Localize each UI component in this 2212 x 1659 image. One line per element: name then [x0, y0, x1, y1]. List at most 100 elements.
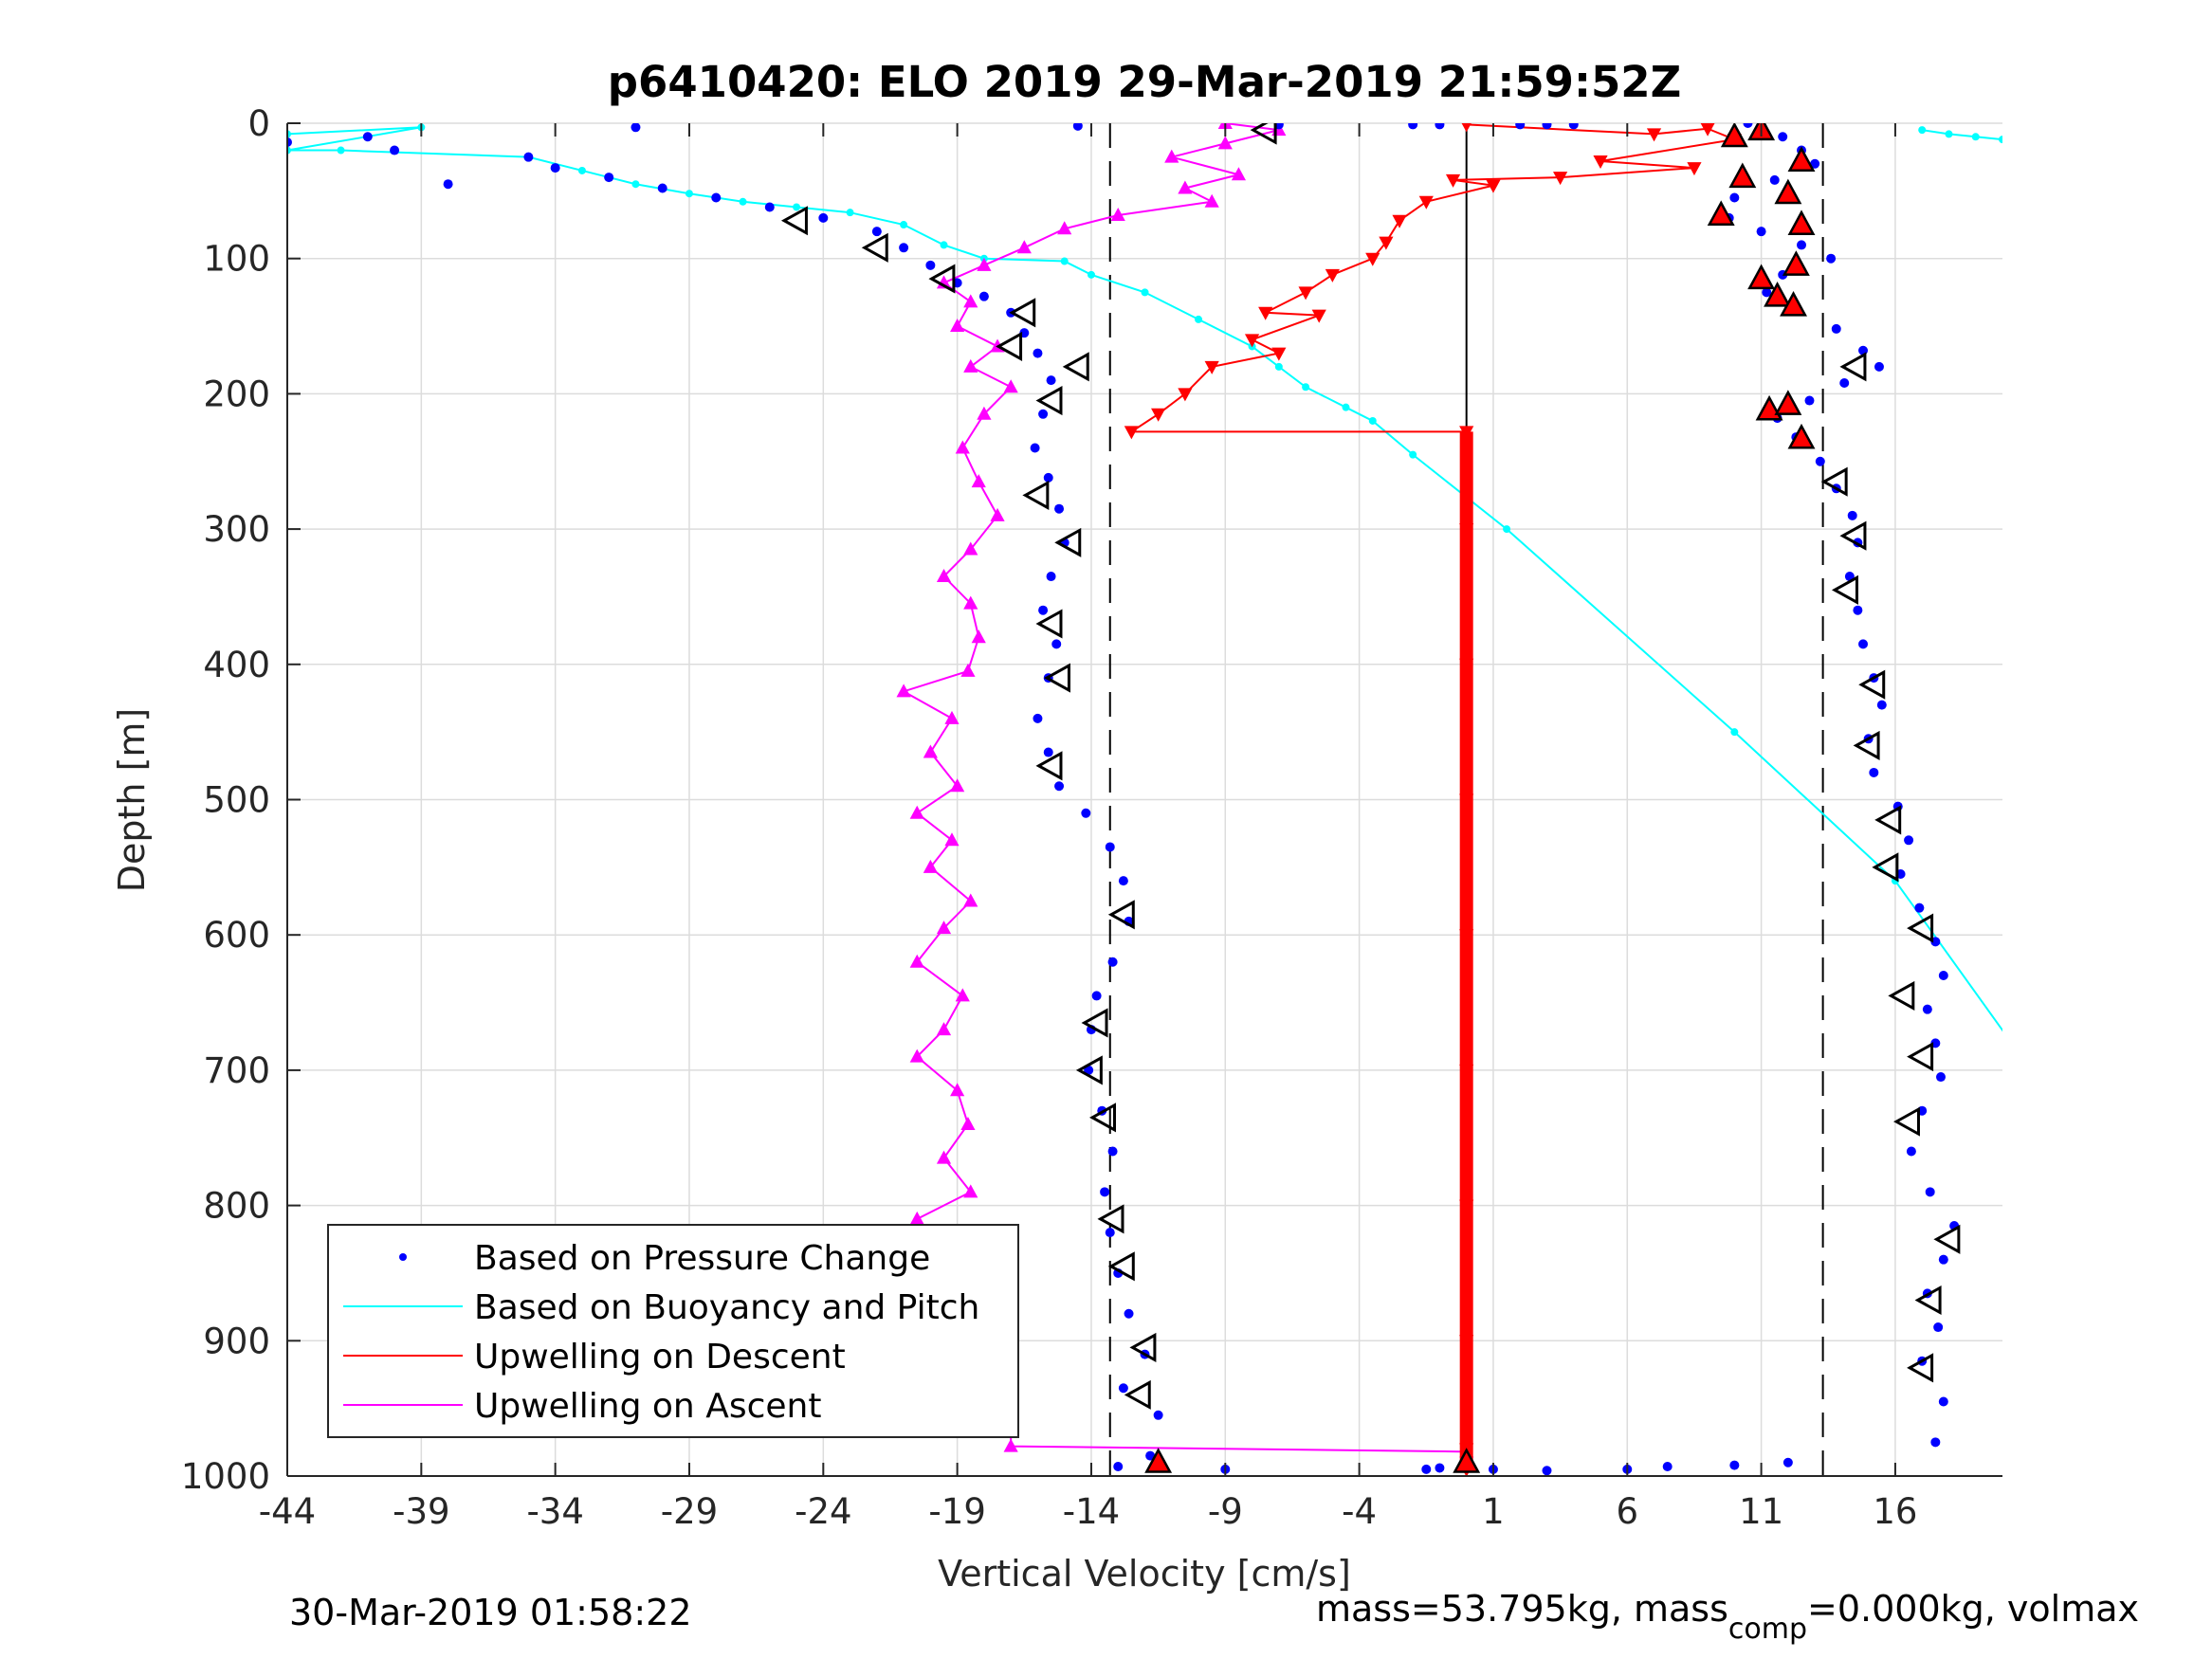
x-tick-label: -24	[795, 1491, 851, 1532]
footer-mass-tail: =0.000kg, volmax	[1807, 1588, 2139, 1630]
red-upward-marker	[1780, 291, 1807, 317]
pressure-change-point	[1051, 639, 1062, 649]
upwelling-ascent-point	[1057, 221, 1072, 235]
descent-marker-triangle	[1250, 123, 1277, 145]
buoyancy-pitch-point	[1503, 525, 1511, 534]
upwelling-descent-point	[1271, 347, 1287, 361]
upwelling-ascent-point	[963, 358, 978, 373]
pressure-change-point	[1542, 123, 1552, 130]
descent-marker-triangle	[1062, 352, 1089, 382]
descent-marker-triangle	[1107, 1251, 1135, 1282]
buoyancy-pitch-point	[577, 166, 586, 174]
pressure-change-point	[1435, 1463, 1445, 1473]
red-upward-marker	[1787, 210, 1816, 236]
y-axis-label: Depth [m]	[111, 708, 153, 893]
legend-item-label: Based on Pressure Change	[474, 1239, 930, 1278]
y-tick-label: 100	[203, 239, 270, 280]
y-tick-label: 0	[247, 103, 270, 144]
upwelling-ascent-point	[923, 859, 938, 873]
pressure-change-point	[1081, 808, 1091, 818]
pressure-change-point	[1831, 323, 1841, 334]
upwelling-ascent-point	[1231, 167, 1247, 181]
x-tick-label: 11	[1739, 1491, 1783, 1532]
pressure-change-point	[1729, 1460, 1740, 1470]
axes: -44 -39 -34 -29 -24 -19 -14 -9 -4 1 6 11 16010020030…	[181, 103, 2002, 1532]
pressure-change-point	[1113, 1462, 1124, 1472]
pressure-change-point	[1839, 377, 1850, 388]
upwelling-ascent-point	[963, 541, 978, 556]
pressure-change-point	[1904, 835, 1914, 846]
pressure-change-point	[1797, 240, 1807, 250]
descent-marker-triangle	[996, 331, 1023, 362]
pressure-change-point	[1935, 1072, 1946, 1083]
buoyancy-pitch-point	[1141, 288, 1149, 297]
y-tick-label: 200	[203, 374, 270, 414]
pressure-change-point	[1105, 842, 1115, 852]
upwelling-ascent-point	[936, 921, 952, 935]
pressure-change-point	[871, 227, 882, 237]
pressure-change-point	[899, 243, 909, 253]
upwelling-ascent-point	[909, 1211, 924, 1225]
descent-marker-triangle	[780, 206, 808, 236]
pressure-change-point	[1847, 510, 1857, 520]
footer-mass-main: mass=53.795kg, mass	[1316, 1588, 1728, 1630]
ascent-marker-triangle	[1933, 1224, 1961, 1254]
pressure-change-point	[711, 192, 722, 203]
y-tick-label: 900	[203, 1321, 270, 1361]
pressure-change-point	[1826, 253, 1837, 264]
upwelling-ascent-point	[963, 595, 978, 610]
descent-marker-triangle	[1054, 527, 1082, 557]
pressure-change-point	[1091, 991, 1102, 1001]
pressure-change-point	[1105, 1228, 1115, 1238]
upwelling-ascent-point	[1164, 149, 1179, 163]
pressure-change-point	[1914, 902, 1925, 913]
pressure-change-point	[1038, 409, 1049, 419]
pressure-change-point	[1778, 132, 1788, 142]
y-tick-label: 1000	[181, 1456, 270, 1497]
ascent-marker-triangle	[1907, 913, 1934, 943]
pressure-change-point	[1107, 957, 1118, 967]
upwelling-descent-point	[1124, 426, 1139, 440]
x-tick-label: -4	[1342, 1491, 1377, 1532]
pressure-change-point	[1938, 1396, 1948, 1407]
pressure-change-point	[1107, 1146, 1118, 1157]
footer-mass-info: mass=53.795kg, masscomp=0.000kg, volmax	[1316, 1588, 2139, 1646]
upwelling-ascent-point	[950, 778, 965, 793]
ascent-marker-triangle	[1858, 669, 1886, 700]
buoyancy-pitch-point	[739, 197, 747, 206]
descent-marker-triangle	[1124, 1379, 1151, 1410]
legend-item-label: Based on Buoyancy and Pitch	[474, 1288, 979, 1327]
footer-mass-sub: comp	[1728, 1613, 1807, 1646]
buoyancy-pitch-point	[1274, 362, 1283, 371]
upwelling-ascent-point	[896, 684, 911, 698]
y-tick-label: 700	[203, 1050, 270, 1091]
descent-marker-triangle	[861, 232, 888, 263]
upwelling-descent-point	[1392, 214, 1407, 228]
pressure-change-point	[1038, 605, 1049, 615]
pressure-change-point	[1853, 605, 1863, 615]
descent-marker-triangle	[1129, 1332, 1157, 1362]
buoyancy-pitch-point	[793, 203, 801, 211]
descent-marker-triangle	[1035, 751, 1063, 781]
buoyancy-pitch-surface-point	[1918, 126, 1927, 135]
upwelling-ascent-point	[1178, 180, 1193, 194]
upwelling-descent-point	[1365, 252, 1380, 266]
upwelling-ascent-point	[936, 569, 952, 583]
upwelling-ascent-point	[923, 744, 938, 758]
x-tick-label: -9	[1208, 1491, 1243, 1532]
ascent-marker-triangle	[1888, 980, 1915, 1011]
pressure-change-point	[1762, 287, 1772, 298]
y-tick-label: 500	[203, 780, 270, 821]
red-upward-marker	[1728, 162, 1757, 189]
series-layer	[287, 123, 2002, 1476]
upwelling-ascent-point	[944, 832, 960, 847]
upwelling-descent-point	[1461, 123, 1472, 133]
upwelling-ascent-point	[936, 1150, 952, 1164]
buoyancy-pitch-point	[1730, 728, 1739, 737]
pressure-change-point	[1435, 123, 1445, 130]
pressure-change-point	[657, 183, 667, 193]
pressure-change-point	[390, 145, 400, 155]
upwelling-ascent-point	[1003, 1438, 1018, 1452]
buoyancy-pitch-point	[1302, 383, 1310, 392]
